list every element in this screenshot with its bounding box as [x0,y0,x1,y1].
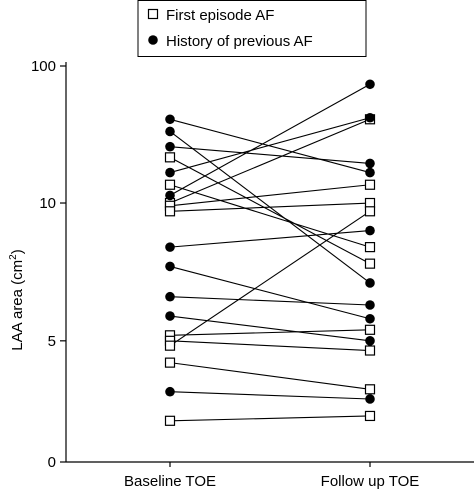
pair-line [169,296,371,306]
pair-line [169,83,371,196]
pair-line [169,184,371,207]
x-tick-label: Baseline TOE [124,473,216,490]
circle-marker [365,278,375,288]
square-marker [364,242,376,253]
pair-line [169,184,371,248]
circle-marker [165,141,175,152]
circle-marker [365,158,375,169]
pair-line [169,362,371,390]
pair-line [169,340,371,352]
square-marker [364,410,376,422]
circle-marker [165,261,175,272]
circle-marker [365,112,375,123]
square-marker [364,179,376,190]
y-tick-label: 100 [31,58,56,75]
circle-marker [165,291,175,302]
square-marker [364,258,376,269]
circle-marker [365,79,375,90]
square-marker [164,340,176,351]
square-marker [364,197,376,209]
x-tick-label: Follow up TOE [321,473,420,490]
circle-marker [365,225,375,236]
pair-line [169,210,371,347]
square-marker [164,206,176,217]
pair-line [169,265,371,320]
square-marker [364,324,376,335]
circle-marker [365,300,375,310]
circle-marker [365,167,375,178]
square-marker [164,415,176,426]
pair-line [169,117,371,174]
y-tick-label: 5 [48,333,56,350]
y-tick-label: 0 [48,454,56,471]
square-marker [164,179,176,190]
circle-marker [165,126,175,137]
circle-marker [365,313,375,324]
square-marker [164,152,176,163]
circle-marker [165,114,175,125]
y-label-end: ) [9,249,26,254]
square-marker [364,345,376,356]
pair-line [169,146,371,164]
pair-line [169,329,371,336]
circle-marker [148,35,158,45]
circle-marker [165,311,175,321]
square-marker [164,357,176,368]
circle-marker [165,242,175,252]
y-axis-label: LAA area (cm2) [8,249,26,350]
legend-box [137,0,367,57]
circle-marker [165,386,175,397]
pair-line [169,156,371,265]
y-tick-label: 10 [39,195,56,212]
pair-line [169,230,371,248]
y-label-text: LAA area (cm [9,260,26,351]
pair-line [169,391,371,400]
pair-line [169,415,371,422]
y-label-sup: 2 [8,254,19,260]
circle-marker [165,167,175,178]
legend-label: First episode AF [166,7,274,24]
circle-marker [365,336,375,346]
pair-line [169,118,371,204]
legend-label: History of previous AF [166,33,313,50]
square-marker [364,206,376,217]
circle-marker [165,190,175,201]
square-marker [364,384,376,395]
pair-line [169,131,371,284]
square-marker [147,8,159,20]
circle-marker [365,394,375,404]
pair-line [169,315,371,342]
pair-line [169,118,371,174]
